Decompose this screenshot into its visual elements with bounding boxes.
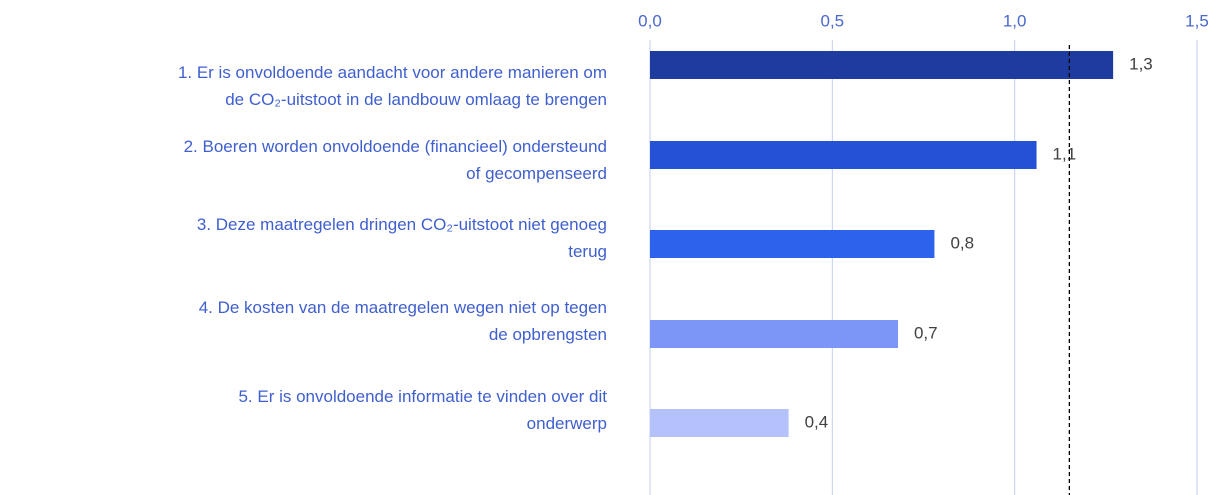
x-tick-label: 1,0 — [1003, 11, 1027, 30]
value-label: 0,7 — [914, 323, 938, 342]
bar — [650, 51, 1114, 79]
category-label: 2. Boeren worden onvoldoende (financieel… — [183, 137, 607, 183]
bar — [650, 409, 789, 437]
category-label: 5. Er is onvoldoende informatie te vinde… — [238, 387, 607, 433]
x-tick-label: 1,5 — [1185, 11, 1209, 30]
x-tick-label: 0,0 — [638, 11, 662, 30]
bar — [650, 230, 935, 258]
value-label: 1,1 — [1053, 144, 1077, 163]
category-label: 4. De kosten van de maatregelen wegen ni… — [198, 298, 607, 344]
value-label: 0,8 — [950, 233, 974, 252]
value-label: 1,3 — [1129, 54, 1153, 73]
bar — [650, 141, 1037, 169]
value-label: 0,4 — [805, 412, 829, 431]
x-tick-label: 0,5 — [821, 11, 845, 30]
category-label: 1. Er is onvoldoende aandacht voor ander… — [177, 63, 607, 109]
category-label: 3. Deze maatregelen dringen CO₂-uitstoot… — [196, 215, 607, 261]
bar — [650, 320, 898, 348]
